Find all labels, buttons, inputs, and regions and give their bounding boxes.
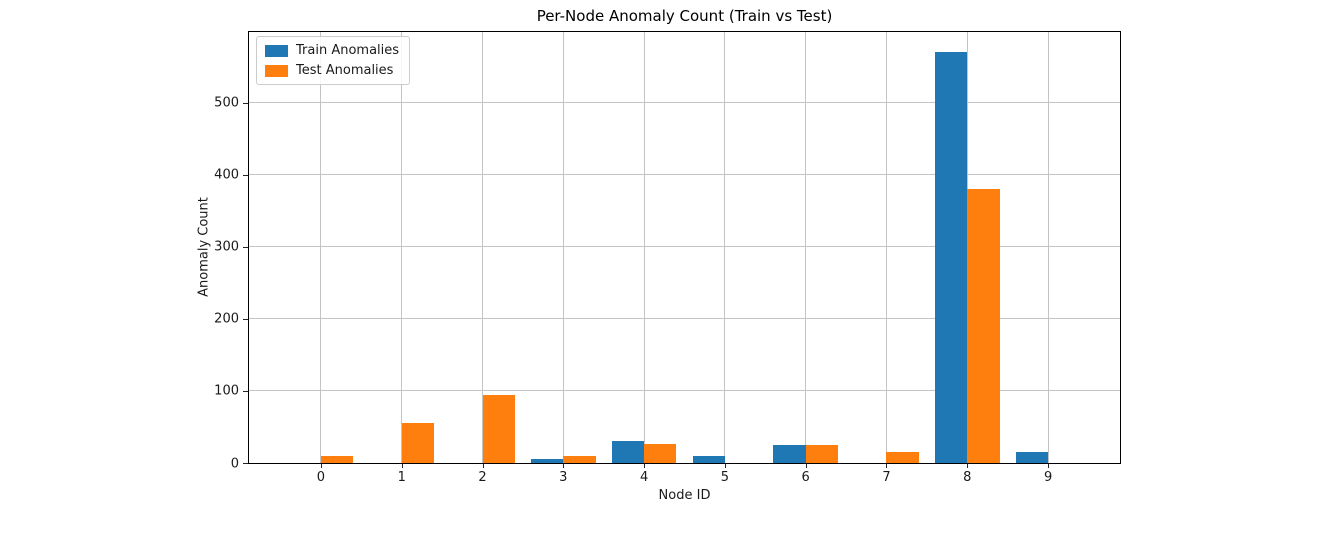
y-tick-mark-300	[243, 246, 248, 248]
y-tick-mark-100	[243, 390, 248, 392]
legend-item-train: Train Anomalies	[265, 43, 399, 58]
x-tick-mark-4	[644, 464, 646, 468]
x-tick-mark-0	[320, 464, 322, 468]
gridline-y-400	[249, 174, 1120, 176]
y-tick-mark-0	[243, 463, 248, 464]
bar-train-node-6	[773, 444, 806, 463]
bar-train-node-4	[611, 441, 645, 463]
y-tick-label-0: 0	[230, 456, 239, 471]
legend-item-test: Test Anomalies	[265, 63, 399, 78]
bar-train-node-5	[692, 455, 725, 463]
legend-label-train: Train Anomalies	[296, 43, 400, 58]
bar-test-node-2	[482, 394, 515, 463]
legend-label-test: Test Anomalies	[296, 63, 394, 78]
y-tick-label-300: 300	[214, 239, 239, 255]
x-tick-mark-8	[967, 464, 969, 468]
bar-train-node-3	[530, 459, 564, 463]
gridline-x-5	[724, 32, 726, 463]
bar-test-node-3	[563, 455, 596, 463]
gridline-x-6	[805, 32, 807, 463]
legend-swatch-test-icon	[265, 64, 288, 77]
x-tick-label-4: 4	[639, 470, 649, 485]
x-tick-label-9: 9	[1043, 470, 1053, 485]
bar-test-node-1	[401, 423, 435, 463]
x-tick-mark-3	[563, 464, 565, 468]
gridline-y-300	[249, 246, 1120, 248]
x-tick-label-8: 8	[963, 470, 972, 485]
x-tick-label-5: 5	[720, 470, 730, 485]
y-tick-mark-400	[243, 174, 248, 176]
y-tick-label-400: 400	[214, 167, 239, 183]
y-tick-mark-500	[243, 102, 248, 104]
gridline-y-100	[249, 390, 1120, 392]
x-tick-mark-7	[886, 464, 888, 468]
chart-title: Per-Node Anomaly Count (Train vs Test)	[536, 7, 833, 25]
gridline-y-500	[249, 102, 1120, 104]
gridline-x-0	[320, 32, 322, 463]
x-tick-label-7: 7	[882, 470, 891, 485]
x-tick-mark-9	[1048, 464, 1050, 468]
y-tick-mark-200	[243, 318, 248, 320]
bar-test-node-6	[805, 444, 838, 463]
x-tick-mark-5	[724, 464, 726, 468]
x-tick-mark-2	[482, 464, 484, 468]
bar-test-node-0	[320, 455, 354, 463]
bar-train-node-9	[1015, 452, 1049, 463]
legend-swatch-train-icon	[265, 44, 288, 57]
gridline-x-1	[401, 32, 403, 463]
x-tick-label-3: 3	[559, 470, 568, 485]
x-tick-label-6: 6	[801, 470, 810, 485]
gridline-x-9	[1047, 32, 1049, 463]
x-tick-label-2: 2	[478, 470, 487, 485]
plot-area: Train Anomalies Test Anomalies	[248, 31, 1121, 464]
gridline-x-7	[885, 32, 887, 463]
x-tick-label-1: 1	[397, 470, 406, 485]
gridline-x-2	[482, 32, 483, 463]
gridline-y-200	[249, 318, 1120, 320]
bar-test-node-8	[967, 189, 1000, 463]
y-tick-label-200: 200	[214, 311, 239, 327]
gridline-x-3	[562, 32, 564, 463]
bar-test-node-7	[886, 452, 919, 463]
legend: Train Anomalies Test Anomalies	[256, 36, 411, 85]
x-tick-mark-6	[805, 464, 807, 468]
bar-test-node-4	[644, 443, 677, 463]
x-tick-mark-1	[401, 464, 403, 468]
x-axis-label: Node ID	[658, 488, 711, 503]
bar-train-node-8	[934, 52, 968, 463]
y-tick-label-500: 500	[214, 95, 239, 111]
gridline-x-4	[643, 32, 645, 463]
x-tick-label-0: 0	[316, 470, 326, 485]
y-tick-label-100: 100	[214, 383, 239, 399]
